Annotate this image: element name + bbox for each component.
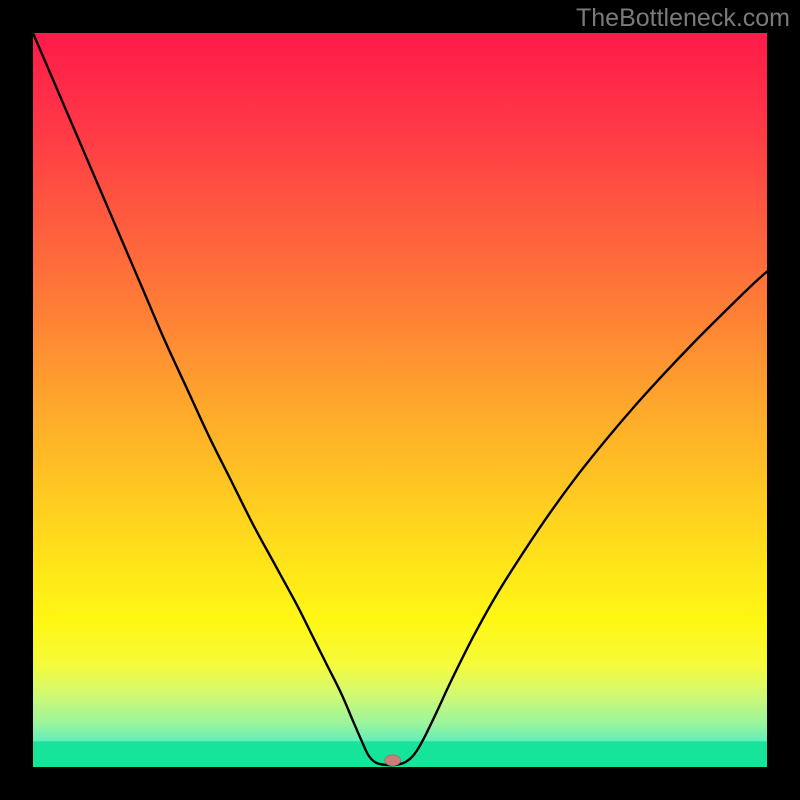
chart-gradient-background [33, 33, 767, 767]
watermark-text: TheBottleneck.com [576, 4, 790, 33]
chart-stage: TheBottleneck.com [0, 0, 800, 800]
chart-svg [0, 0, 800, 800]
bottleneck-marker [385, 755, 401, 766]
